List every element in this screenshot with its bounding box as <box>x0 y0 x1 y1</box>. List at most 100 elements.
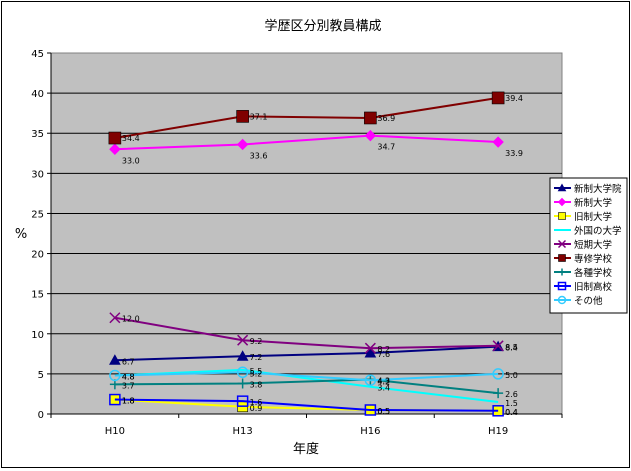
y-tick-label: 45 <box>31 49 44 60</box>
data-label: 5.2 <box>250 369 263 378</box>
data-label: 3.7 <box>122 381 135 390</box>
data-label: 39.4 <box>505 94 523 103</box>
data-label: 0.5 <box>377 407 390 416</box>
data-point <box>109 369 121 382</box>
series-line <box>114 345 499 362</box>
y-axis: 0 5 10 15 20 25 30 35 40 45 <box>31 49 52 421</box>
marker-stroke <box>237 334 249 346</box>
chart-title: 学歴区分別教員構成 <box>264 18 381 34</box>
data-point <box>493 388 504 399</box>
data-label: 1.6 <box>250 398 263 407</box>
data-label: 4.2 <box>377 377 390 386</box>
series-6 <box>108 91 505 145</box>
x-axis: H10 H13 H16 H19 <box>50 413 563 437</box>
x-tick-label: H16 <box>360 426 380 437</box>
data-point <box>492 136 504 148</box>
data-point <box>492 340 504 352</box>
series-line <box>114 96 499 140</box>
data-point <box>364 342 376 354</box>
data-point <box>236 366 249 379</box>
data-point <box>109 312 121 324</box>
data-point <box>557 295 567 305</box>
data-label: 8.2 <box>377 345 390 354</box>
legend-label: 新制大学 <box>574 197 612 209</box>
series-9 <box>109 366 504 387</box>
legend-item: 旧制高校 <box>554 281 613 293</box>
data-label: 37.1 <box>250 112 268 121</box>
data-point <box>236 350 249 361</box>
data-label: 9.2 <box>250 337 263 346</box>
data-label: 0.9 <box>250 404 263 413</box>
data-label: 33.6 <box>250 151 268 160</box>
data-label: 4.3 <box>377 377 390 386</box>
x-tick-label: H13 <box>233 426 253 437</box>
data-label: 3.4 <box>377 384 390 393</box>
data-point <box>558 254 566 262</box>
data-point <box>491 91 505 105</box>
legend-item: その他 <box>554 295 603 307</box>
data-point <box>364 347 377 358</box>
data-point <box>236 110 249 123</box>
series-line <box>114 371 499 382</box>
data-point <box>557 197 567 207</box>
data-label: 7.6 <box>377 350 390 359</box>
data-point <box>237 334 249 346</box>
data-label: 4.8 <box>122 372 135 381</box>
series-2 <box>109 129 504 155</box>
y-axis-label: % <box>15 227 27 242</box>
data-label: 0.4 <box>505 408 518 417</box>
marker-stroke <box>364 342 376 354</box>
marker-stroke <box>557 239 567 249</box>
legend-item: 旧制大学 <box>554 211 612 223</box>
y-tick-label: 5 <box>38 370 44 381</box>
y-tick-label: 30 <box>31 169 44 180</box>
legend-label: その他 <box>574 295 603 307</box>
data-point <box>364 404 377 416</box>
marker-stroke <box>492 340 504 352</box>
data-point <box>237 378 248 389</box>
data-point <box>108 131 122 145</box>
series-lines <box>108 91 505 417</box>
data-point <box>558 212 566 220</box>
y-tick-label: 10 <box>31 330 44 341</box>
data-point <box>557 239 567 249</box>
data-labels: 6.7 7.2 7.6 8.4 33.0 33.6 34.7 33.9 1.8 0.9 0.5 0.4… <box>122 94 523 417</box>
data-point <box>236 395 249 407</box>
data-label: 4.8 <box>122 372 135 381</box>
data-label: 7.2 <box>250 353 263 362</box>
data-point <box>364 129 377 142</box>
data-label: 8.4 <box>505 344 518 353</box>
y-tick-label: 15 <box>31 290 44 301</box>
legend-label: 旧制高校 <box>574 281 613 293</box>
x-tick-label: H19 <box>488 426 508 437</box>
marker-stroke <box>109 312 121 324</box>
data-point <box>109 143 121 155</box>
x-tick-label: H10 <box>105 426 125 437</box>
series-line <box>114 316 499 350</box>
data-label: 6.7 <box>122 357 135 366</box>
data-label: 0.5 <box>377 407 390 416</box>
legend-item: 各種学校 <box>554 267 613 279</box>
data-label: 33.9 <box>505 149 523 158</box>
legend-item: 外国の大学 <box>554 225 622 237</box>
data-point <box>557 281 567 291</box>
legend-label: 旧制大学 <box>574 211 612 223</box>
y-tick-label: 20 <box>31 250 44 261</box>
data-label: 1.8 <box>122 397 135 406</box>
data-label: 34.7 <box>377 143 395 152</box>
legend-label: 新制大学院 <box>574 183 622 195</box>
series-4 <box>114 368 499 403</box>
data-label: 3.8 <box>250 381 263 390</box>
x-axis-label: 年度 <box>293 441 319 457</box>
series-line <box>114 368 499 403</box>
legend-item: 新制大学院 <box>554 183 622 195</box>
data-label: 5.0 <box>505 371 518 380</box>
series-7 <box>109 374 504 399</box>
data-point <box>109 354 121 365</box>
series-line <box>114 134 499 151</box>
y-tick-label: 0 <box>38 410 44 421</box>
data-label: 34.4 <box>122 134 140 143</box>
legend-label: 短期大学 <box>574 239 612 251</box>
